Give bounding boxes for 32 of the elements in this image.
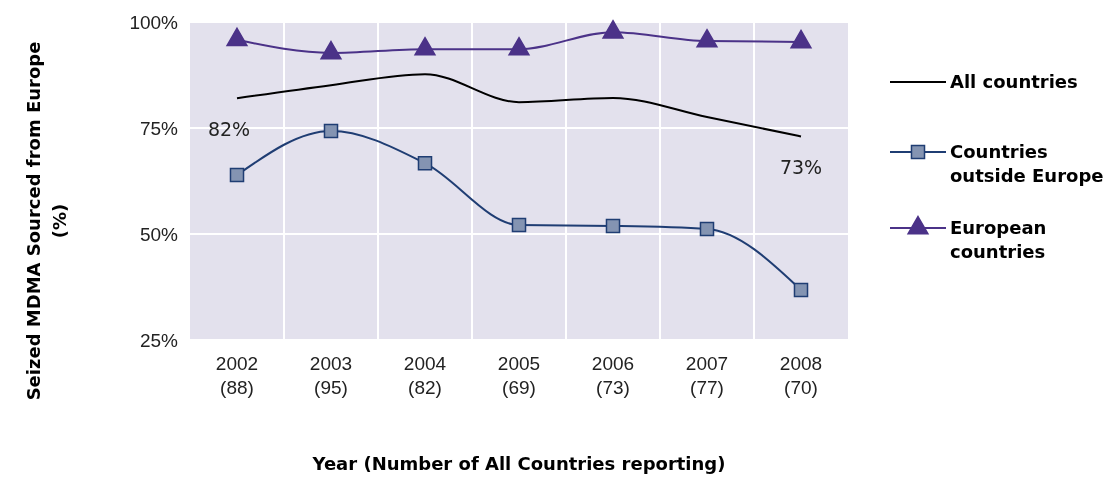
annotation: 82% (207, 118, 251, 141)
x-tick-label: 2006 (73) (591, 353, 635, 398)
point (605, 218, 621, 234)
y-axis-title: Seized MDMA Sourced from Europe (%) (23, 41, 70, 401)
point (602, 19, 624, 39)
point (508, 36, 530, 56)
y-tick-label: 75% (139, 117, 179, 139)
y-tick-label: 25% (139, 329, 179, 351)
x-tick-label: 2005 (69) (497, 353, 541, 398)
point (699, 221, 715, 237)
point (793, 282, 809, 298)
point (696, 28, 718, 48)
x-tick-label: 2002 (88) (215, 353, 259, 398)
point (320, 40, 342, 60)
x-tick-label: 2003 (95) (309, 353, 353, 398)
y-tick-label: 50% (139, 223, 179, 245)
point (414, 36, 436, 56)
x-tick-label: 2004 (82) (403, 353, 447, 398)
legend-label: All countries (950, 71, 1078, 92)
point (226, 27, 248, 47)
point (229, 167, 245, 183)
point (417, 155, 433, 171)
x-tick-label: 2007 (77) (685, 353, 729, 398)
point (511, 217, 527, 233)
point (790, 29, 812, 49)
legend-label: Countries outside Europe (950, 141, 1104, 186)
annotation: 73% (779, 156, 823, 179)
x-axis-title: Year (Number of All Countries reporting) (311, 453, 726, 474)
y-tick-label: 100% (129, 11, 179, 33)
x-tick-label: 2008 (70) (779, 353, 823, 398)
point (323, 123, 339, 139)
legend-label: European countries (950, 217, 1047, 262)
